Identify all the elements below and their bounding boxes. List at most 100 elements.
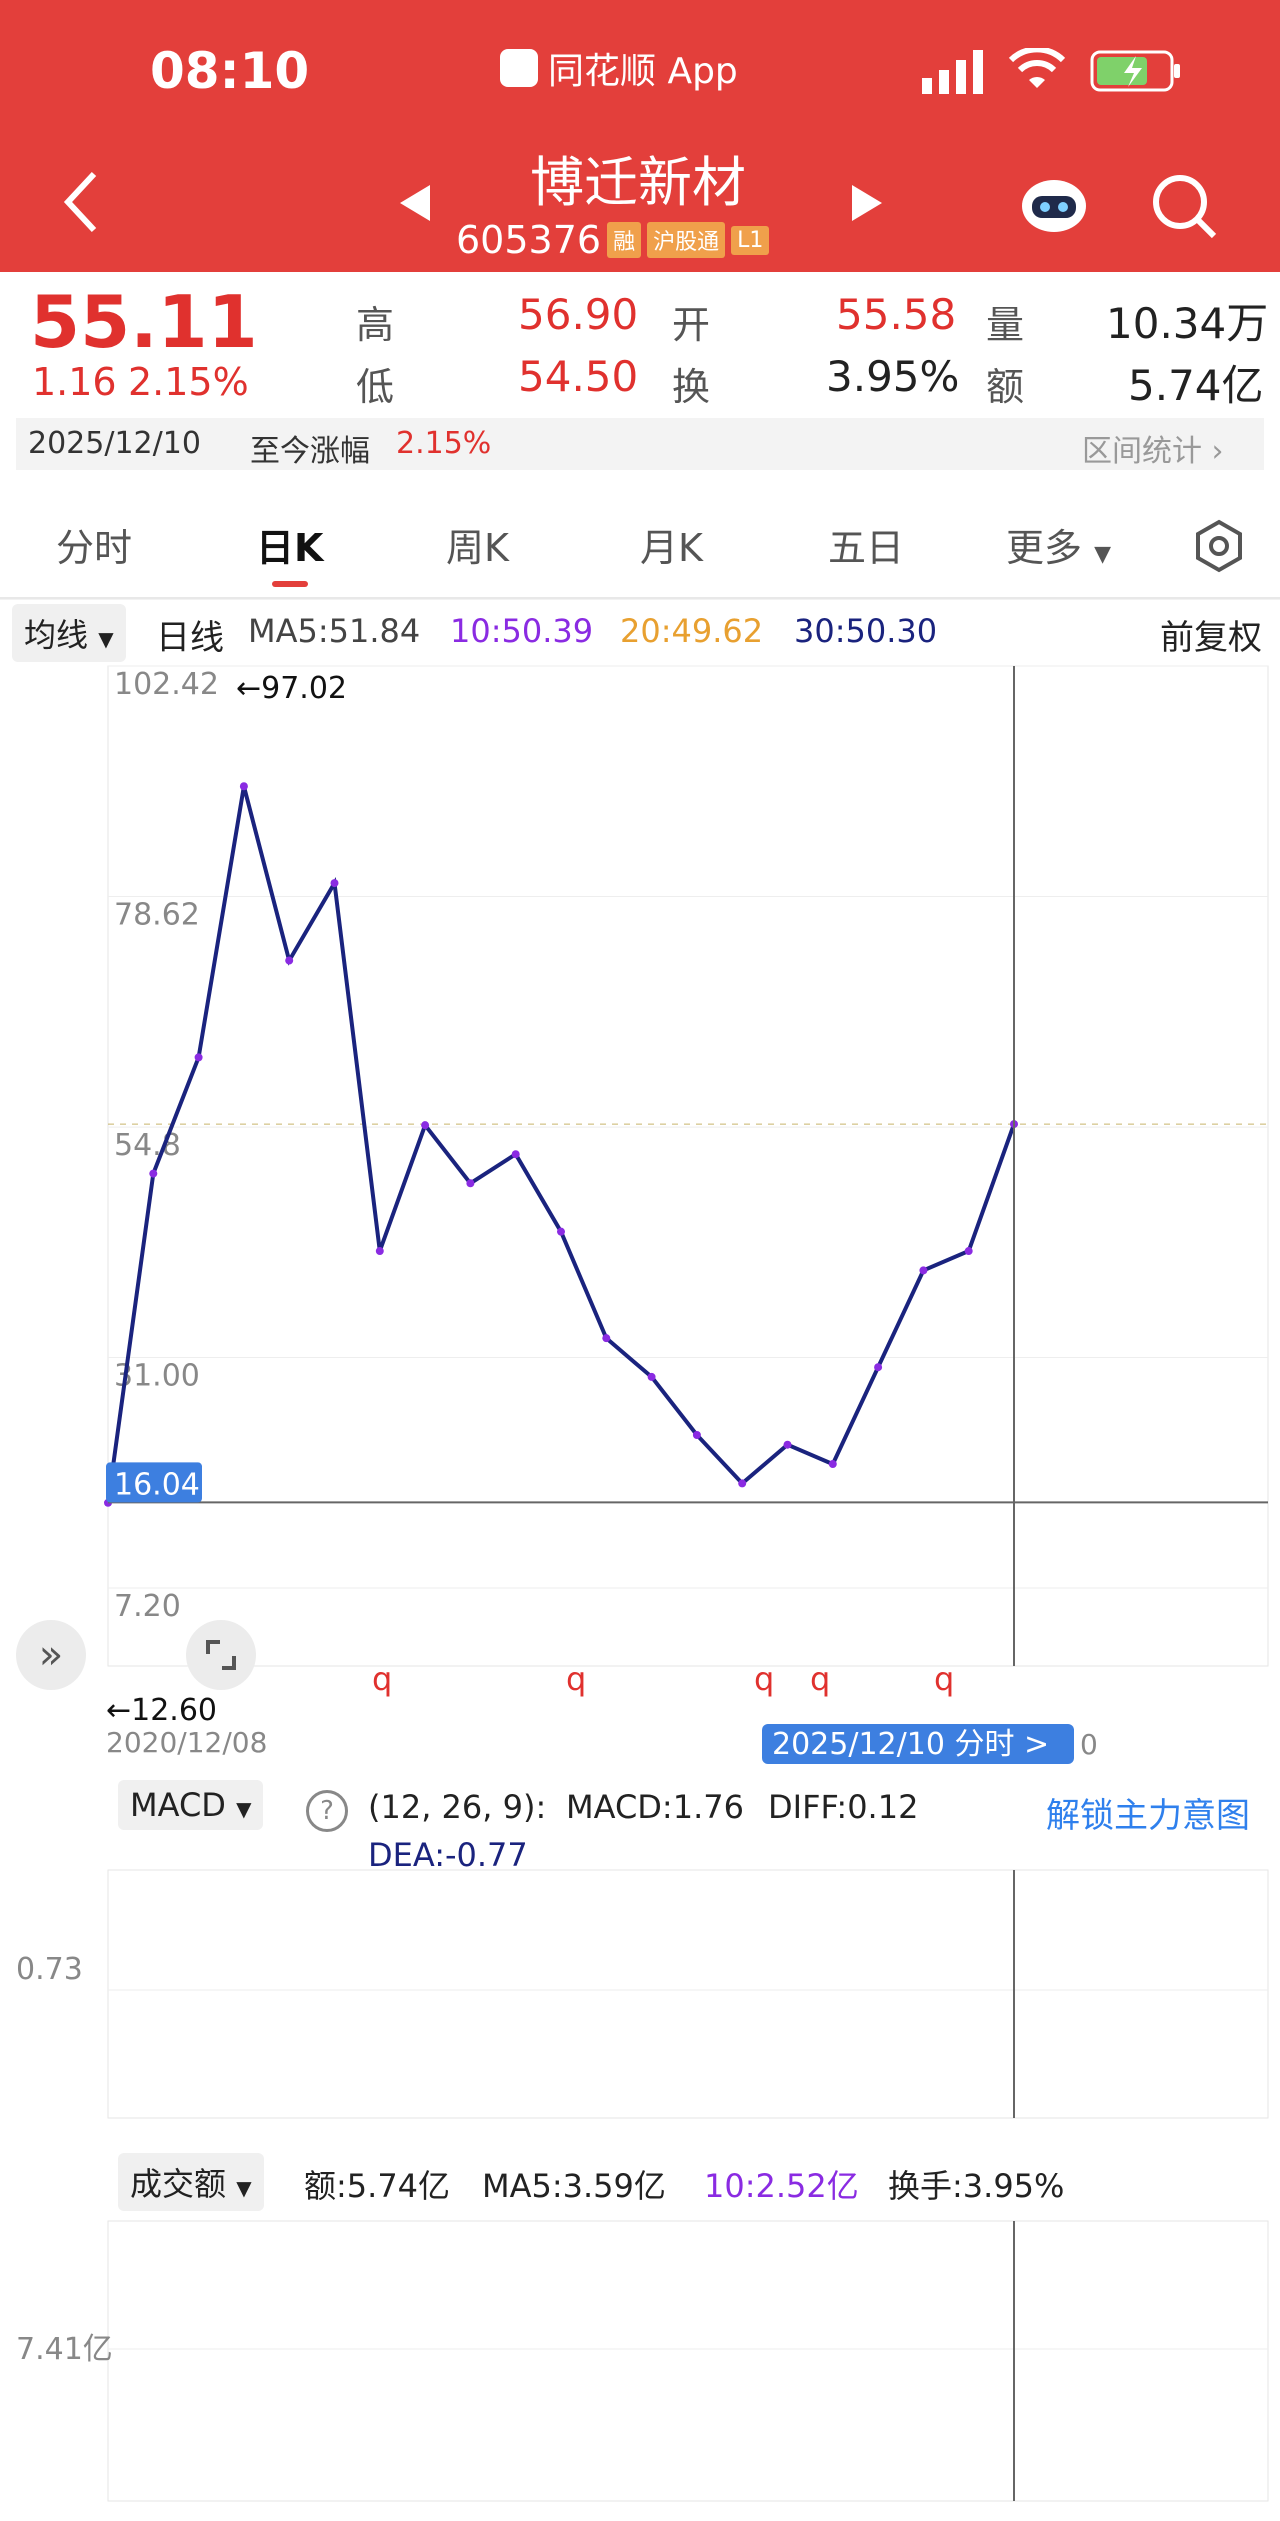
x-end-badge: 2025/12/10 分时 > [772,1727,1049,1762]
cursor-price-badge [106,1462,202,1503]
active-tab-indicator [272,581,308,587]
price-point [647,1372,656,1381]
y-tick-label: 7.20 [114,1589,181,1624]
turnover-panel: 成交额 ▼ 额:5.74亿 MA5:3.59亿 10:2.52亿 换手:3.95… [0,2135,1280,2521]
volume-selector[interactable]: 成交额 ▼ [118,2153,264,2211]
app-badge: 同花顺 App [500,42,738,94]
event-marker: q [372,1660,392,1698]
tab-daily-k[interactable]: 日K [256,526,324,570]
macd-selector[interactable]: MACD ▼ [118,1780,264,1830]
expand-side-button[interactable]: » [16,1620,86,1690]
amount-label: 额 [986,365,1025,409]
app-header: 08:10 同花顺 App 博迁新材 605376 融 沪股通 L1 [0,0,1280,272]
signal-icon [922,48,984,98]
price-point [783,1440,792,1449]
since-label: 至今涨幅 [250,434,370,469]
stock-code-row: 605376 融 沪股通 L1 [456,218,770,262]
stock-title: 博迁新材 [530,151,746,214]
tab-five-day[interactable]: 五日 [828,526,905,570]
tag-margin: 融 [607,222,642,258]
app-logo-icon [500,49,538,87]
volume-selector-label: 成交额 [130,2165,227,2203]
price-point [330,879,339,888]
tab-weekly-k[interactable]: 周K [446,526,509,570]
price-point [466,1179,475,1188]
max-price-marker: ←97.02 [236,671,347,706]
fullscreen-button[interactable] [186,1620,256,1690]
since-pct: 2.15% [396,426,492,461]
x-end-zero: 0 [1080,1728,1098,1761]
caret-down-icon: ▼ [236,2176,252,2200]
high-value: 56.90 [518,290,639,339]
turnover-ma10: 10:2.52亿 [704,2167,859,2205]
price-point [738,1479,747,1488]
caret-down-icon: ▼ [1094,542,1112,567]
back-button[interactable] [60,170,100,238]
help-icon[interactable]: ? [306,1790,348,1832]
price-point [874,1363,883,1372]
fullscreen-icon [206,1640,236,1670]
price-point [964,1247,973,1256]
event-marker: q [754,1660,774,1698]
price-point [421,1121,430,1130]
kline-panel: 均线 ▼ 日线 MA5:51.84 10:50.39 20:49.62 30:5… [0,600,1280,1770]
turnover-rate: 换手:3.95% [888,2167,1065,2205]
turnover-ma5: MA5:3.59亿 [482,2167,666,2205]
tab-monthly-k[interactable]: 月K [640,526,703,570]
ma30-value: 30:50.30 [794,612,938,650]
price-point [511,1150,520,1159]
settings-icon[interactable] [1192,519,1246,577]
open-value: 55.58 [836,290,957,339]
tag-level: L1 [731,225,770,255]
kline-chart[interactable]: 102.4278.6254.831.007.2016.04←97.02←12.6… [0,660,1280,1770]
macd-panel: MACD ▼ ? (12, 26, 9): MACD:1.76 DIFF:0.1… [0,1770,1280,2135]
robot-assistant-icon[interactable] [1018,172,1090,240]
battery-icon [1090,50,1182,96]
tab-more[interactable]: 更多 ▼ [1006,517,1111,572]
high-label: 高 [356,303,395,347]
app-name: 同花顺 App [548,51,738,92]
y-tick-label: 78.62 [114,897,200,932]
macd-y-label: 0.73 [16,1952,83,1987]
quote-date: 2025/12/10 [28,426,201,461]
volume-y-label: 7.41亿 [16,2332,113,2367]
price-series-line [106,785,1016,1504]
price-point [149,1169,158,1178]
ma20-value: 20:49.62 [620,612,764,650]
ma10-value: 10:50.39 [450,612,594,650]
price-point [828,1460,837,1469]
chevron-right-icon: › [1211,434,1224,469]
diff-value: DIFF:0.12 [768,1788,919,1826]
macd-params: (12, 26, 9): [368,1788,547,1826]
unlock-main-force-link[interactable]: 解锁主力意图 [1046,1796,1250,1836]
caret-down-icon: ▼ [236,1797,252,1821]
event-marker: q [934,1660,954,1698]
range-stats-link[interactable]: 区间统计 › [1082,426,1224,470]
price-point [919,1266,928,1275]
volume-label: 量 [986,303,1025,347]
period-label: 日线 [156,618,224,658]
prev-stock-button[interactable] [398,183,432,227]
event-marker: q [566,1660,586,1698]
min-price-marker: ←12.60 [106,1693,217,1728]
price-point [239,782,248,791]
cursor-price: 16.04 [114,1467,200,1502]
price-point [285,956,294,965]
price-point [557,1227,565,1236]
event-marker: q [810,1660,830,1698]
adjust-mode[interactable]: 前复权 [1160,618,1262,658]
price-point [602,1334,611,1343]
wifi-icon [1008,46,1066,96]
price-point [375,1247,384,1256]
ma5-value: MA5:51.84 [248,612,421,650]
ma-selector[interactable]: 均线 ▼ [12,604,126,662]
x-start-label: 2020/12/08 [106,1726,267,1759]
stock-code: 605376 [456,218,602,262]
price-change: 1.16 [32,360,117,404]
search-icon[interactable] [1150,172,1220,246]
low-label: 低 [356,365,395,409]
price-point [692,1431,701,1440]
tab-intraday[interactable]: 分时 [56,526,133,570]
macd-chart: 0.73 [16,1869,1269,2119]
next-stock-button[interactable] [850,183,884,227]
